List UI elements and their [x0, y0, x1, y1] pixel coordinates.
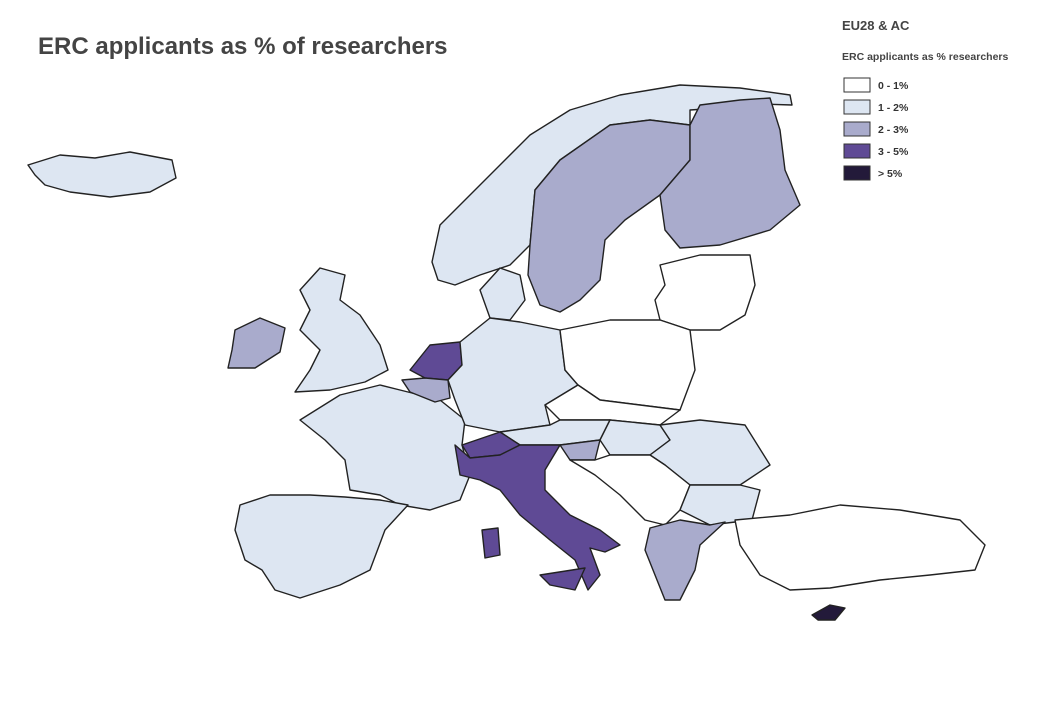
country: [294, 267, 389, 393]
legend-label: 3 - 5%: [878, 146, 909, 158]
legend-swatch: [843, 77, 871, 93]
country: [27, 151, 177, 198]
legend-label: 2 - 3%: [878, 124, 909, 136]
legend: EU28 & AC ERC applicants as % researcher…: [842, 18, 1008, 181]
country: [654, 254, 756, 331]
country: [481, 527, 501, 559]
legend-swatch: [843, 99, 871, 115]
country: [234, 494, 409, 599]
country: [447, 317, 579, 433]
country: [644, 519, 726, 601]
legend-label: 0 - 1%: [878, 80, 909, 92]
legend-swatch: [843, 165, 871, 181]
country: [659, 97, 801, 249]
country: [734, 504, 986, 591]
country: [811, 604, 846, 621]
country: [527, 119, 691, 313]
legend-heading: EU28 & AC: [842, 18, 910, 33]
map: [27, 84, 986, 621]
country: [401, 377, 451, 403]
legend-label: 1 - 2%: [878, 102, 909, 114]
country: [299, 384, 471, 511]
country: [479, 267, 526, 321]
legend-swatch: [843, 143, 871, 159]
country: [539, 567, 586, 591]
country: [454, 444, 621, 591]
country: [227, 317, 286, 369]
legend-swatch: [843, 121, 871, 137]
legend-title: ERC applicants as % researchers: [842, 51, 1008, 63]
legend-label: > 5%: [878, 168, 903, 180]
map-title: ERC applicants as % of researchers: [38, 33, 448, 60]
